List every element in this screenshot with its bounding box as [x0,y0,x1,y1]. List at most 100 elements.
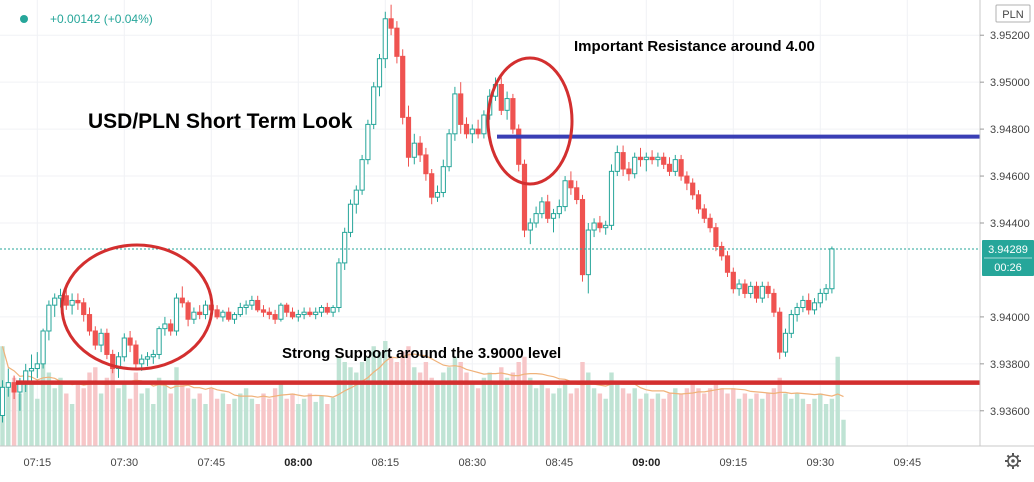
volume-bar [458,362,463,446]
resistance-annotation: Important Resistance around 4.00 [574,38,815,55]
volume-bar [638,398,643,446]
candle-body [144,356,151,360]
volume-bar [214,398,220,446]
candle-body [371,86,377,125]
volume-bar [417,372,423,446]
candle-body [347,203,354,233]
volume-bar [296,404,301,446]
time-tick-label: 09:45 [894,457,922,469]
volume-bar [423,362,429,446]
candle-body [446,133,452,168]
volume-bar [29,383,34,446]
volume-bar [290,393,295,446]
candle-body [63,295,69,306]
volume-bar [754,393,759,446]
volume-bar [220,393,226,446]
candle-body [759,285,765,299]
candle-body [400,55,406,118]
volume-bar [545,388,550,446]
volume-bar [742,393,748,446]
candle-body [498,84,504,111]
candle-body [429,173,435,198]
candle-body [521,163,528,231]
candle-body [463,123,470,135]
volume-bar [267,398,272,446]
price-axis-panel[interactable] [980,0,1034,446]
candle-body [684,175,690,184]
volume-bar [400,351,405,446]
volume-bar [707,388,713,446]
bar-countdown: 00:26 [994,262,1022,274]
volume-bar [644,393,649,446]
volume-bar [504,377,510,446]
candle-body [736,283,742,290]
candle-body [156,328,162,355]
volume-bar [493,383,498,446]
volume-bar [226,404,231,446]
time-tick-label: 07:45 [198,457,226,469]
candle-body [185,302,191,320]
candle-body [614,152,620,172]
candle-body [411,142,417,158]
volume-bar [87,372,92,446]
candle-body [75,299,81,304]
volume-bar [145,388,150,446]
volume-bar [75,383,81,446]
candle-body [823,288,829,294]
candle-body [440,166,446,193]
candle-body [417,142,423,156]
volume-bar [615,383,620,446]
volume-bar [771,388,777,446]
volume-bar [319,395,324,446]
volume-bar [35,398,40,446]
volume-bar [702,393,707,446]
candle-body [579,199,586,276]
volume-bar [17,393,23,446]
settings-gear-icon[interactable] [1005,453,1021,469]
volume-bar [597,393,603,446]
candle-body [220,311,226,318]
candle-body [829,248,835,290]
volume-bar [139,393,144,446]
volume-bar [93,367,98,446]
volume-bar [655,393,661,446]
volume-bar [185,388,191,446]
volume-bar [174,367,179,446]
volume-bar [406,346,411,446]
candle-body [510,98,516,130]
volume-bar [52,388,57,446]
volume-bar [348,367,353,446]
price-tick-label: 3.95000 [990,77,1030,89]
candle-body [608,170,615,226]
candle-body [40,330,46,365]
volume-bar [760,398,765,446]
candle-body [52,297,58,306]
candle-body [342,231,348,264]
candle-body [92,330,98,346]
currency-badge[interactable] [995,4,1031,23]
volume-bar [11,377,17,446]
candle-body [661,156,667,165]
volume-bars [0,341,846,446]
volume-bar [487,372,492,446]
candle-body [585,229,591,276]
time-axis-panel[interactable] [0,446,1034,477]
currency-badge-label: PLN [1002,9,1023,21]
volume-bar [591,388,597,446]
volume-bar [557,388,562,446]
candle-body [313,311,319,316]
price-tick-label: 3.94400 [990,218,1030,230]
candle-body [214,309,220,318]
time-tick-label: 07:15 [24,457,52,469]
volume-bar [794,393,800,446]
candle-body [81,302,87,316]
price-tick-label: 3.94800 [990,124,1030,136]
candle-body [11,382,17,393]
candle-body [458,93,464,125]
candle-body [231,314,238,320]
volume-bar [209,388,214,446]
volume-bar [301,398,307,446]
candle-body [753,285,760,299]
volume-bar [574,388,579,446]
candle-body [324,307,330,313]
